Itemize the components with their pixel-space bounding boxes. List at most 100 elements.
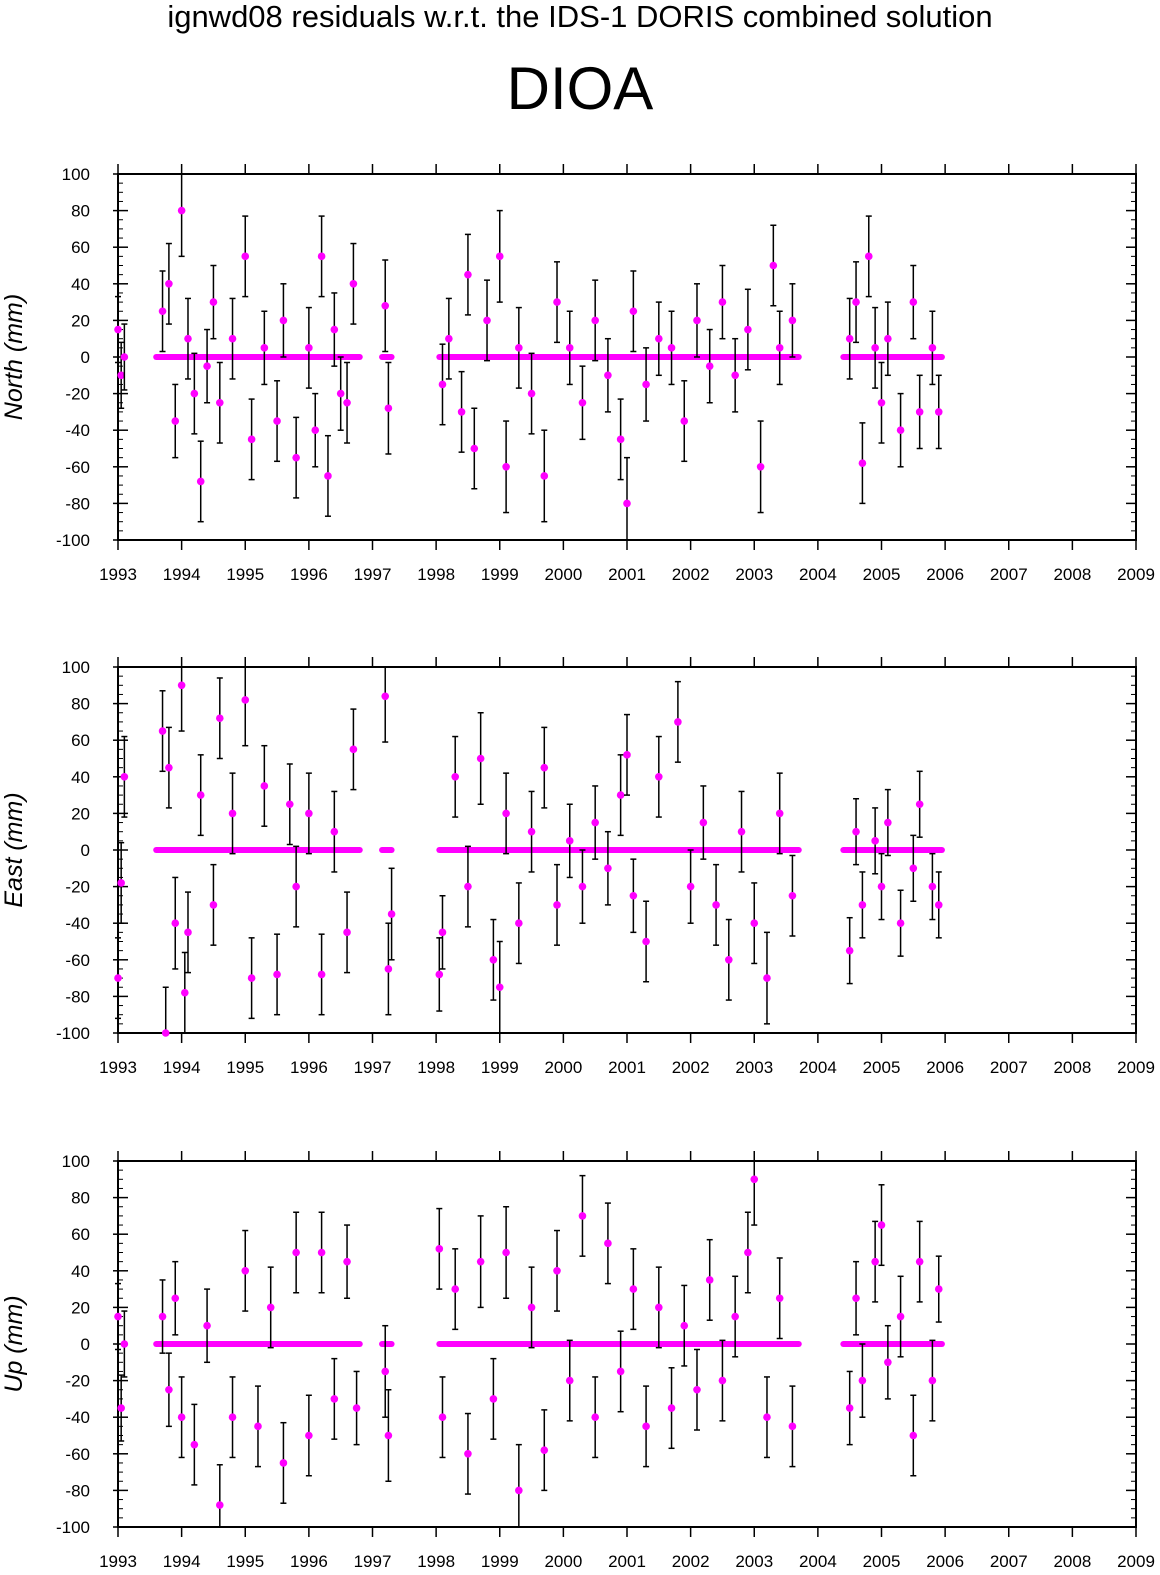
data-point [712, 901, 720, 909]
data-point [896, 426, 905, 435]
data-point [241, 696, 250, 704]
data-point [540, 1446, 549, 1454]
data-point [775, 809, 784, 818]
x-tick-label: 1993 [99, 565, 137, 584]
data-point [928, 1376, 937, 1385]
y-tick-label: -60 [65, 951, 90, 970]
data-point [196, 791, 205, 799]
data-point [527, 389, 536, 398]
data-point [845, 946, 854, 955]
y-tick-label: 40 [71, 768, 90, 787]
data-point [915, 408, 924, 416]
data-point [604, 371, 612, 380]
y-tick-label: 0 [81, 841, 90, 860]
data-point [629, 307, 638, 316]
data-point [209, 298, 218, 306]
data-point [285, 800, 294, 809]
data-point [177, 1413, 186, 1421]
x-tick-label: 2004 [799, 1058, 837, 1077]
data-point [171, 919, 180, 927]
data-point [489, 956, 498, 964]
y-tick-label: 100 [62, 165, 90, 184]
data-point [120, 1340, 129, 1348]
data-point [181, 988, 189, 997]
data-point [470, 444, 479, 453]
x-tick-label: 2000 [544, 565, 582, 584]
data-point [884, 334, 892, 343]
data-point [165, 280, 173, 288]
data-point [330, 325, 339, 334]
x-tick-label: 1996 [290, 1058, 328, 1077]
x-tick-label: 1999 [481, 1058, 519, 1077]
y-tick-label: 20 [71, 311, 90, 330]
data-point [343, 398, 351, 407]
x-tick-label: 2003 [735, 1058, 773, 1077]
data-point [616, 1367, 625, 1376]
x-tick-label: 1997 [354, 1058, 392, 1077]
data-point [502, 1248, 510, 1257]
x-tick-label: 1999 [481, 1552, 519, 1571]
data-point [305, 344, 313, 352]
data-point [667, 344, 676, 352]
data-point [553, 1267, 561, 1275]
data-point [655, 1303, 663, 1312]
data-point [305, 1431, 313, 1440]
y-axis-label: Up (mm) [0, 1295, 28, 1392]
y-tick-label: 60 [71, 731, 90, 750]
data-point [553, 298, 561, 306]
x-tick-label: 1996 [290, 565, 328, 584]
data-point [451, 1285, 460, 1293]
y-tick-label: -80 [65, 494, 90, 513]
data-point [228, 334, 237, 343]
x-tick-label: 2001 [608, 1058, 646, 1077]
y-tick-label: -100 [56, 531, 90, 550]
data-point [852, 298, 860, 306]
y-tick-label: -20 [65, 385, 90, 404]
data-point [324, 472, 332, 480]
data-point [305, 809, 313, 818]
data-point [381, 301, 390, 310]
data-point [184, 928, 192, 937]
data-point [877, 1221, 886, 1229]
data-point [317, 252, 326, 261]
data-point [464, 270, 472, 279]
data-point [565, 344, 574, 352]
data-point [928, 344, 937, 352]
data-point [705, 1276, 714, 1284]
data-point [877, 882, 886, 891]
data-point [845, 334, 854, 343]
data-point [788, 891, 797, 900]
x-tick-label: 2006 [926, 565, 964, 584]
data-point [216, 398, 224, 407]
data-point [438, 928, 447, 937]
data-point [216, 714, 224, 723]
data-point [725, 956, 733, 964]
data-point [349, 745, 358, 754]
data-point [788, 1422, 797, 1431]
data-point [483, 316, 491, 325]
data-point [515, 344, 523, 352]
chart-title: ignwd08 residuals w.r.t. the IDS-1 DORIS… [167, 0, 993, 34]
data-point [171, 417, 180, 425]
data-point [642, 380, 650, 389]
data-point [435, 970, 444, 979]
data-point [184, 334, 192, 343]
data-point [241, 252, 250, 261]
data-point [158, 727, 167, 735]
data-point [775, 1294, 784, 1303]
data-point [655, 334, 663, 343]
data-point [161, 1029, 170, 1037]
data-point [744, 325, 752, 334]
data-point [228, 809, 237, 818]
data-point [260, 782, 269, 790]
data-point [616, 435, 625, 444]
data-point [623, 499, 631, 508]
x-tick-label: 2003 [735, 565, 773, 584]
data-point [591, 316, 599, 325]
data-point [591, 818, 599, 827]
data-point [336, 389, 345, 398]
data-point [718, 1376, 727, 1385]
data-point [387, 910, 396, 918]
data-point [763, 974, 771, 982]
x-tick-label: 2009 [1117, 1552, 1155, 1571]
